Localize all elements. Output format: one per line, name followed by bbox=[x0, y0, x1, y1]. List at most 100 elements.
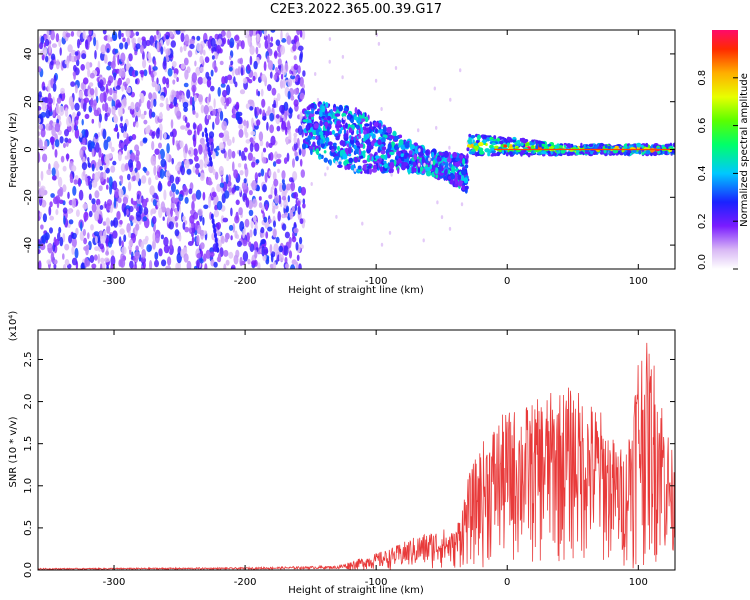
spectrogram-strong-blob bbox=[535, 144, 539, 150]
spectrogram-signal-blob bbox=[343, 160, 348, 166]
spectrogram-noise-blob bbox=[119, 228, 125, 235]
spectrogram-noise-blob bbox=[74, 55, 77, 62]
spectrogram-signal-blob bbox=[355, 124, 360, 130]
spectrogram-noise-blob bbox=[82, 137, 86, 146]
spectrogram-signal-blob bbox=[338, 161, 342, 165]
spectrogram-noise-blob bbox=[289, 209, 294, 220]
spectrogram-noise-blob bbox=[151, 216, 157, 225]
snr-y-axis-label: SNR (10 * v/v) bbox=[8, 416, 19, 487]
spectrogram-noise-blob bbox=[172, 191, 175, 203]
spectrogram-noise-blob bbox=[252, 198, 258, 208]
spectrogram-signal-blob bbox=[439, 163, 442, 171]
spectrogram-strong-blob bbox=[494, 145, 499, 149]
spectrogram-noise-blob bbox=[299, 236, 303, 245]
spectrogram-noise-blob bbox=[238, 124, 244, 130]
spectrogram-noise-blob bbox=[57, 176, 63, 188]
snr-x-tick-label: 0 bbox=[504, 577, 510, 588]
spectrogram-strong-blob bbox=[477, 142, 484, 147]
spectrogram-strong-blob bbox=[493, 135, 497, 140]
spectrogram-signal-blob bbox=[331, 130, 336, 135]
spectrogram-noise-blob bbox=[45, 109, 51, 119]
spectrogram-signal-blob bbox=[331, 145, 335, 151]
spectrogram-noise-blob bbox=[50, 251, 55, 263]
spectrogram-noise-blob bbox=[44, 96, 48, 104]
spectrogram-noise-blob bbox=[165, 35, 169, 40]
spectrogram-noise-blob bbox=[243, 195, 248, 201]
spectrogram-noise-blob bbox=[166, 143, 170, 154]
spectrogram-noise-blob bbox=[169, 190, 173, 197]
spectrogram-noise-blob bbox=[128, 231, 132, 238]
spectrogram-noise-blob bbox=[141, 36, 146, 42]
spectrogram-strong-blob bbox=[664, 150, 668, 155]
spectrogram-noise-blob bbox=[252, 156, 256, 162]
spectrogram-signal-blob bbox=[452, 151, 458, 158]
spectrogram-noise-blob bbox=[82, 228, 86, 237]
spectrogram-noise-blob bbox=[216, 256, 221, 263]
spectrogram-noise-blob bbox=[292, 44, 297, 52]
spectrogram-noise-blob bbox=[182, 185, 187, 193]
spectrogram-noise-blob bbox=[76, 59, 80, 67]
spectrogram-noise-blob bbox=[160, 201, 166, 212]
spectrogram-signal-blob bbox=[369, 121, 373, 128]
spectrogram-noise-blob bbox=[274, 203, 279, 210]
spectrogram-noise-blob bbox=[151, 80, 157, 88]
spectrogram-noise-blob bbox=[77, 177, 82, 187]
spectrogram-noise-blob bbox=[159, 95, 165, 101]
spectrogram-strong-blob bbox=[638, 150, 642, 155]
spectrogram-noise-blob bbox=[38, 238, 41, 245]
spectrogram-signal-blob bbox=[382, 126, 387, 133]
spectrogram-signal-blob bbox=[392, 130, 397, 137]
spectrogram-noise-blob bbox=[213, 209, 220, 218]
spectrogram-noise-blob bbox=[165, 265, 171, 269]
spectrogram-strong-blob bbox=[491, 142, 496, 146]
spectrogram-noise-blob bbox=[281, 178, 285, 185]
spectrogram-signal-blob bbox=[366, 165, 372, 169]
spectrogram-noise-blob bbox=[231, 187, 235, 194]
spectrogram-strong-blob bbox=[537, 140, 541, 144]
spectrogram-noise-blob bbox=[47, 243, 52, 249]
spectrogram-noise-blob bbox=[141, 175, 147, 184]
spectrogram-noise-blob bbox=[100, 235, 106, 244]
spectrogram-noise-blob bbox=[269, 71, 273, 79]
spectrogram-noise-blob bbox=[261, 156, 267, 164]
spectrogram-noise-blob bbox=[40, 224, 44, 230]
spectrogram-noise-blob bbox=[199, 258, 204, 264]
spectrogram-noise-blob bbox=[145, 126, 151, 134]
spectrogram-noise-blob bbox=[194, 163, 200, 169]
spectrogram-signal-blob bbox=[444, 176, 447, 180]
spectrogram-noise-blob bbox=[239, 89, 246, 95]
spectrogram-noise-blob bbox=[153, 165, 157, 176]
spectrogram-noise-blob bbox=[204, 56, 210, 63]
spectrogram-x-tick-label: 0 bbox=[504, 276, 510, 287]
spectrogram-noise-blob bbox=[85, 129, 89, 139]
spectrogram-noise-blob bbox=[73, 179, 78, 185]
spectrogram-noise-blob bbox=[159, 102, 164, 108]
spectrogram-signal-blob bbox=[375, 128, 378, 134]
spectrogram-signal-blob bbox=[318, 153, 322, 157]
spectrogram-signal-blob bbox=[398, 139, 404, 146]
spectrogram-noise-blob bbox=[71, 232, 77, 240]
spectrogram-strong-blob bbox=[558, 145, 563, 149]
spectrogram-noise-blob bbox=[71, 237, 77, 248]
spectrogram-faint-blob bbox=[326, 166, 329, 171]
spectrogram-noise-blob bbox=[215, 151, 219, 157]
spectrogram-strong-blob bbox=[554, 152, 557, 157]
spectrogram-strong-blob bbox=[547, 143, 552, 147]
spectrogram-noise-blob bbox=[178, 194, 184, 202]
spectrogram-noise-blob bbox=[237, 240, 242, 247]
spectrogram-noise-blob bbox=[66, 116, 72, 127]
spectrogram-noise-blob bbox=[141, 249, 146, 259]
spectrogram-noise-blob bbox=[273, 228, 277, 238]
spectrogram-noise-blob bbox=[226, 138, 232, 147]
spectrogram-noise-blob bbox=[71, 198, 77, 209]
spectrogram-x-tick-label: -200 bbox=[234, 276, 257, 287]
spectrogram-data bbox=[38, 30, 675, 269]
spectrogram-noise-blob bbox=[264, 39, 269, 49]
spectrogram-signal-blob bbox=[353, 144, 357, 150]
spectrogram-noise-blob bbox=[107, 34, 111, 43]
spectrogram-noise-blob bbox=[126, 86, 132, 94]
spectrogram-noise-blob bbox=[127, 173, 131, 181]
spectrogram-noise-blob bbox=[159, 129, 163, 141]
spectrogram-faint-blob bbox=[324, 172, 327, 177]
spectrogram-noise-blob bbox=[290, 181, 296, 192]
